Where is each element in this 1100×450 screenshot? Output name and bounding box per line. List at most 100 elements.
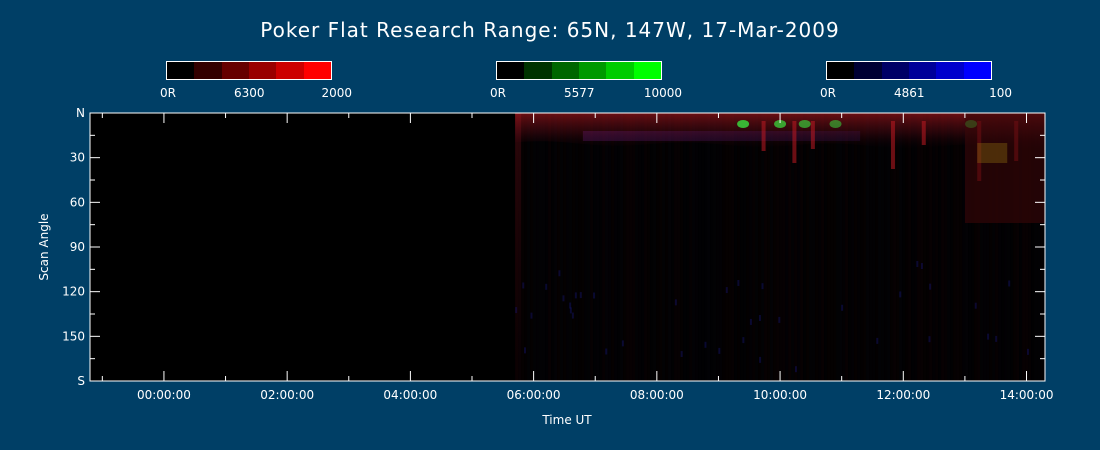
- noise-column: [530, 113, 534, 381]
- noise-column: [650, 113, 654, 381]
- blue-speck: [569, 302, 572, 309]
- chart-title: Poker Flat Research Range: 65N, 147W, 17…: [260, 18, 840, 42]
- noise-column: [875, 113, 879, 381]
- aurora-emission-layer: [515, 113, 1047, 381]
- blue-speck: [737, 279, 740, 286]
- noise-column: [755, 113, 759, 381]
- noise-column: [719, 113, 723, 381]
- noise-column: [932, 113, 936, 381]
- blue-speck: [530, 312, 533, 319]
- noise-column: [542, 113, 546, 381]
- noise-column: [662, 113, 666, 381]
- noise-column: [773, 113, 777, 381]
- noise-column: [848, 113, 852, 381]
- noise-column: [818, 113, 822, 381]
- noise-column: [668, 113, 672, 381]
- noise-column: [860, 113, 864, 381]
- noise-column: [683, 113, 687, 381]
- noise-column: [827, 113, 831, 381]
- noise-column: [1025, 113, 1029, 381]
- blue-speck: [841, 304, 844, 311]
- noise-column: [1022, 113, 1026, 381]
- blue-speck: [758, 314, 761, 321]
- x-tick-label: 06:00:00: [507, 388, 561, 402]
- noise-column: [791, 113, 795, 381]
- colorbar-5577: 0R 5577 10000: [490, 61, 682, 100]
- blue-speck: [593, 292, 596, 299]
- blue-speck: [928, 336, 931, 343]
- noise-column: [707, 113, 711, 381]
- red-streak: [761, 121, 766, 151]
- noise-column: [962, 113, 966, 381]
- noise-column: [830, 113, 834, 381]
- colorbar-strip-4861: [826, 61, 992, 80]
- blue-speck: [574, 292, 577, 299]
- noise-column: [980, 113, 984, 381]
- noise-column: [629, 113, 633, 381]
- noise-column: [563, 113, 567, 381]
- late-red-region: [964, 113, 1045, 223]
- y-tick-label: 120: [62, 285, 85, 299]
- colorbar-wavelength-label: 4861: [894, 86, 925, 100]
- colorbar-max-label: 100: [989, 86, 1012, 100]
- noise-column: [761, 113, 765, 381]
- noise-column: [938, 113, 942, 381]
- noise-column: [863, 113, 867, 381]
- x-axis-label: Time UT: [541, 413, 592, 427]
- blue-speck: [1026, 348, 1029, 355]
- noise-column: [758, 113, 762, 381]
- colorbar-step: [881, 62, 909, 79]
- noise-column: [656, 113, 660, 381]
- noise-column: [728, 113, 732, 381]
- noise-column: [821, 113, 825, 381]
- colorbar-max-label: 10000: [643, 86, 682, 100]
- noise-column: [764, 113, 768, 381]
- colorbar-step: [578, 62, 607, 79]
- noise-column: [782, 113, 786, 381]
- y-tick-label: 90: [70, 240, 85, 254]
- noise-column: [1019, 113, 1023, 381]
- noise-column: [884, 113, 888, 381]
- colorbar-6300: 0R 6300 2000: [160, 61, 352, 100]
- noise-column: [1004, 113, 1008, 381]
- x-tick-label: 02:00:00: [260, 388, 314, 402]
- colorbar-step: [248, 62, 277, 79]
- noise-column: [971, 113, 975, 381]
- blue-speck: [523, 347, 526, 354]
- y-tick-label: S: [77, 374, 85, 388]
- noise-column: [983, 113, 987, 381]
- colorbar-step: [524, 62, 552, 79]
- noise-column: [899, 113, 903, 381]
- blue-speck: [920, 263, 923, 270]
- noise-column: [689, 113, 693, 381]
- blue-speck: [680, 351, 683, 358]
- blue-speck: [605, 348, 608, 355]
- blue-speck: [899, 291, 902, 298]
- x-tick-label: 14:00:00: [1000, 388, 1054, 402]
- noise-column: [638, 113, 642, 381]
- red-streak: [810, 121, 815, 149]
- noise-column: [935, 113, 939, 381]
- blue-speck: [759, 356, 762, 363]
- blue-speck: [876, 337, 879, 344]
- y-axis: N 30 60 90 120 150 S: [62, 106, 1045, 388]
- noise-column: [635, 113, 639, 381]
- noise-column: [572, 113, 576, 381]
- blue-speck: [995, 335, 998, 342]
- noise-column: [956, 113, 960, 381]
- noise-column: [713, 113, 717, 381]
- noise-column: [881, 113, 885, 381]
- noise-column: [674, 113, 678, 381]
- noise-column: [974, 113, 978, 381]
- blue-speck: [987, 333, 990, 340]
- noise-column: [752, 113, 756, 381]
- noise-column: [632, 113, 636, 381]
- noise-column: [1007, 113, 1011, 381]
- noise-column: [794, 113, 798, 381]
- blue-speck: [761, 283, 764, 290]
- blue-speck: [674, 299, 677, 306]
- noise-column: [803, 113, 807, 381]
- noise-column: [842, 113, 846, 381]
- noise-column: [854, 113, 858, 381]
